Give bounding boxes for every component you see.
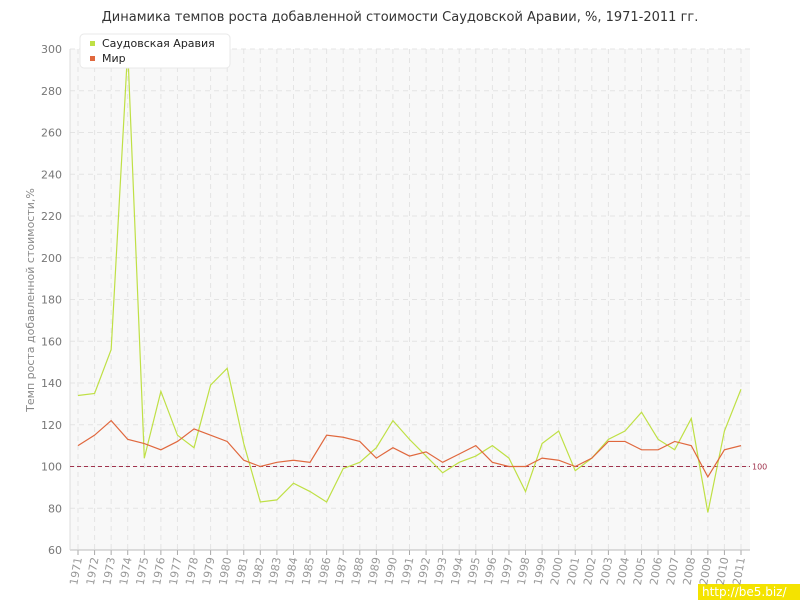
x-tick-label: 1992 [415,556,433,586]
x-tick-label: 2010 [714,556,732,586]
y-tick-label: 200 [41,252,62,265]
x-tick-label: 2009 [697,556,715,586]
x-tick-label: 2000 [548,556,566,586]
legend-swatch [90,41,95,46]
y-tick-label: 220 [41,210,62,223]
y-tick-label: 160 [41,335,62,348]
x-tick-label: 1993 [432,556,450,586]
x-tick-label: 1981 [233,556,251,586]
x-tick-label: 1988 [349,556,367,586]
series-line [77,48,742,513]
y-axis-label: Темп роста добавленной стоимости,% [24,188,37,413]
legend-label: Мир [102,52,126,65]
y-tick-label: 240 [41,168,62,181]
x-tick-label: 1997 [498,556,516,586]
x-tick-label: 1998 [515,556,533,586]
x-tick-label: 2002 [581,556,599,586]
y-tick-label: 180 [41,294,62,307]
series-line [77,419,742,479]
x-tick-label: 1972 [84,556,102,586]
x-tick-label: 1985 [299,556,317,586]
x-tick-label: 2005 [631,556,649,586]
x-tick-label: 1983 [266,556,284,586]
y-tick-label: 60 [48,544,62,557]
watermark-bg [698,584,800,600]
x-tick-label: 2001 [565,556,583,586]
x-tick-label: 1973 [100,556,118,586]
x-tick-label: 1974 [117,556,135,586]
legend-box [79,33,231,69]
y-tick-label: 80 [48,502,62,515]
x-tick-label: 1989 [366,556,384,586]
x-tick-label: 1999 [531,556,549,586]
watermark: http://be5.biz/ [702,585,787,599]
x-tick-label: 2003 [598,556,616,586]
x-tick-label: 1984 [283,556,301,586]
y-tick-label: 120 [41,419,62,432]
x-tick-label: 1994 [449,556,467,586]
x-tick-label: 2008 [681,556,699,586]
y-tick-label: 260 [41,127,62,140]
legend-label: Саудовская Аравия [102,37,215,50]
x-tick-label: 1991 [399,556,417,586]
x-tick-label: 1995 [465,556,483,586]
x-tick-label: 1971 [67,556,85,586]
x-tick-label: 1977 [167,556,185,586]
y-tick-label: 100 [41,461,62,474]
y-tick-label: 140 [41,377,62,390]
x-tick-label: 1978 [183,556,201,586]
legend: Саудовская Аравия Мир [79,33,231,69]
chart-title: Динамика темпов роста добавленной стоимо… [102,10,699,25]
x-tick-label: 1982 [250,556,268,586]
y-tick-label: 280 [41,85,62,98]
x-tick-label: 2007 [664,556,682,586]
x-tick-label: 1976 [150,556,168,586]
x-tick-label: 1979 [200,556,218,586]
reference-label: 100 [752,463,767,472]
y-tick-label: 300 [41,43,62,56]
x-tick-label: 1990 [382,556,400,586]
x-tick-label: 2006 [647,556,665,586]
x-tick-label: 1986 [316,556,334,586]
x-tick-label: 1975 [134,556,152,586]
x-tick-label: 1996 [482,556,500,586]
x-tick-label: 2004 [614,556,632,586]
x-tick-label: 1980 [216,556,234,586]
legend-swatch [90,56,95,61]
x-tick-label: 1987 [332,556,350,586]
x-tick-label: 2011 [730,556,748,586]
